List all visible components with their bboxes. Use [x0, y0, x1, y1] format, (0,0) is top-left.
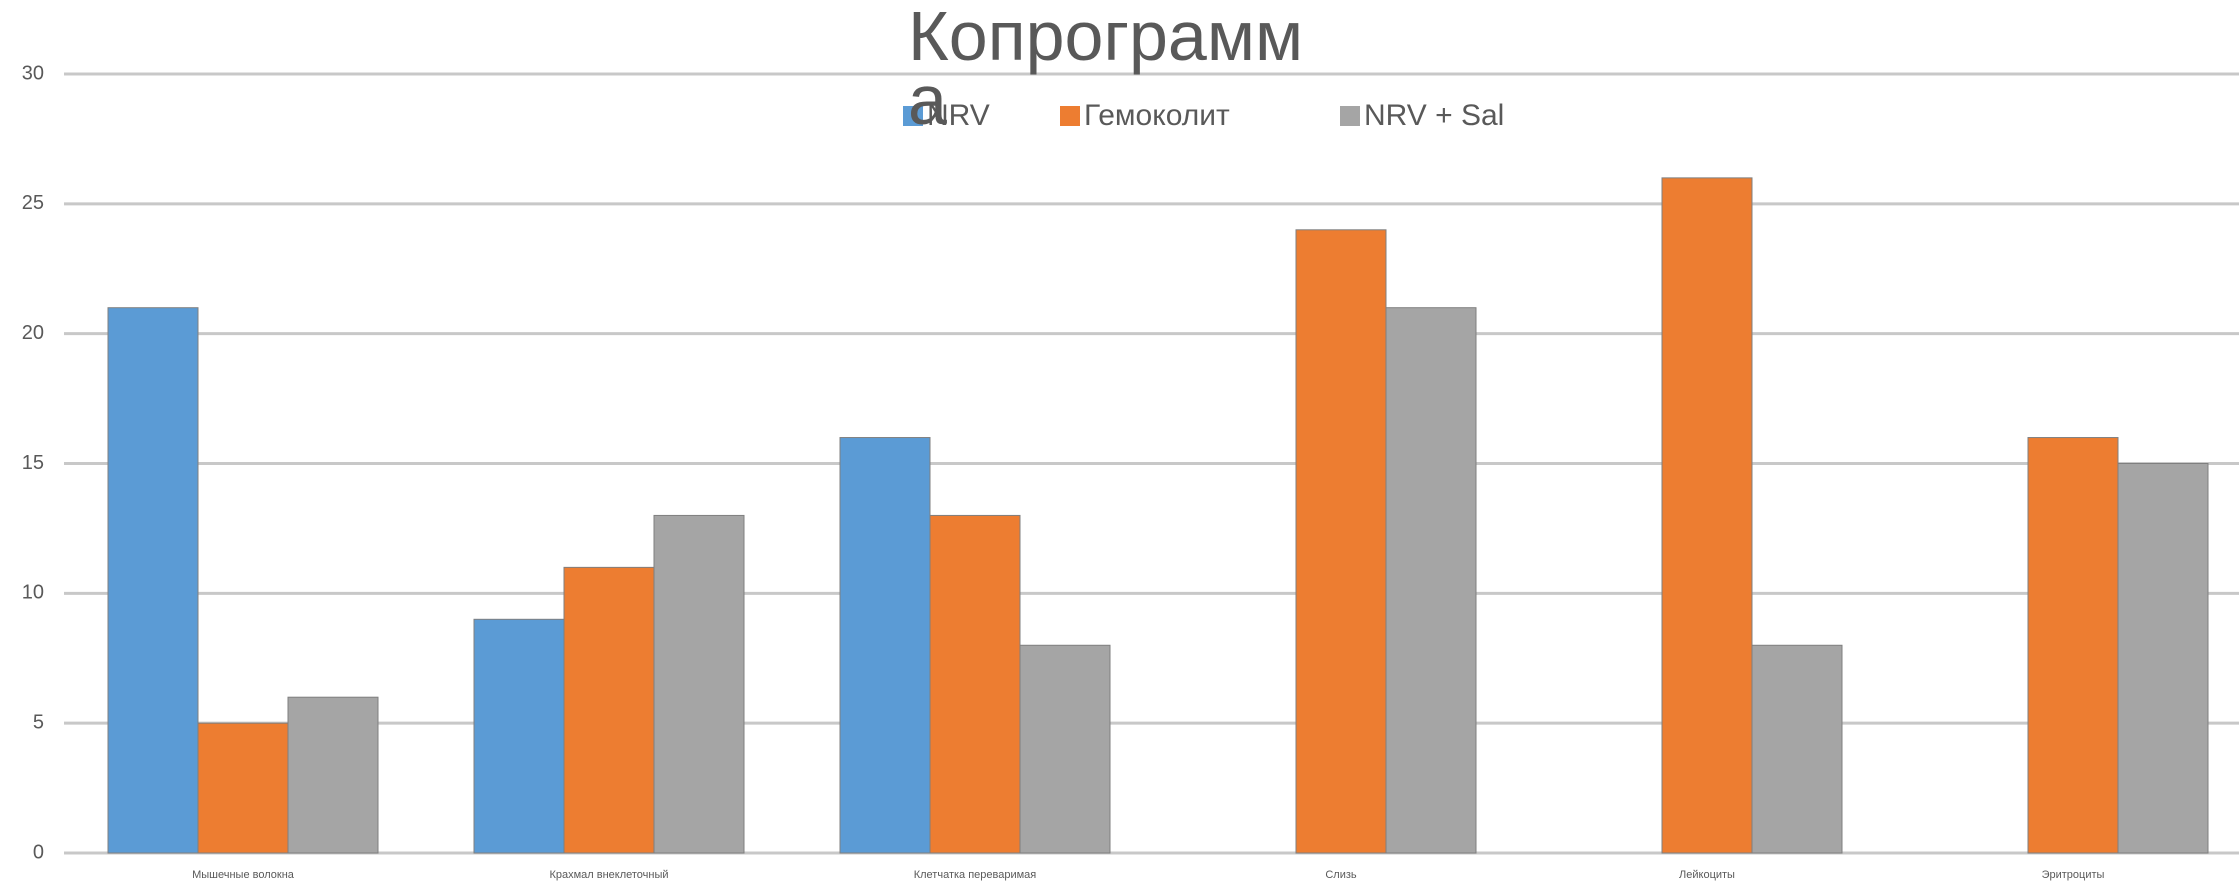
bar	[1019, 644, 1111, 854]
bar	[1751, 644, 1843, 854]
legend-label: Гемоколит	[1084, 99, 1230, 132]
y-tick-label: 0	[33, 841, 44, 863]
legend-label: NRV + Sal	[1364, 99, 1504, 132]
y-tick-label: 20	[22, 322, 44, 344]
y-tick-label: 5	[33, 711, 44, 733]
bar	[839, 437, 931, 854]
bar	[2027, 437, 2119, 854]
bar	[929, 514, 1021, 854]
bar	[287, 696, 379, 854]
bar	[197, 722, 289, 854]
legend-swatch	[903, 106, 923, 126]
x-tick-label: Эритроциты	[2042, 869, 2105, 881]
bar	[1385, 307, 1477, 854]
x-tick-label: Лейкоциты	[1679, 869, 1735, 881]
bar	[473, 618, 565, 854]
y-tick-label: 10	[22, 582, 44, 604]
bar	[2117, 463, 2209, 854]
y-tick-label: 15	[22, 452, 44, 474]
legend-swatch	[1060, 106, 1080, 126]
legend-label: NRV	[927, 99, 990, 132]
bar	[1661, 177, 1753, 854]
bar	[1295, 229, 1387, 854]
x-tick-label: Клетчатка переваримая	[914, 869, 1037, 881]
x-tick-label: Крахмал внеклеточный	[549, 869, 668, 881]
bar	[107, 307, 199, 854]
x-tick-label: Слизь	[1325, 869, 1357, 881]
bar	[653, 514, 745, 854]
y-tick-label: 30	[22, 62, 44, 84]
chart-title: Копрограмма	[908, 0, 1304, 139]
legend-swatch	[1340, 106, 1360, 126]
bar	[563, 566, 655, 854]
x-tick-label: Мышечные волокна	[192, 869, 295, 881]
y-tick-label: 25	[22, 192, 44, 214]
